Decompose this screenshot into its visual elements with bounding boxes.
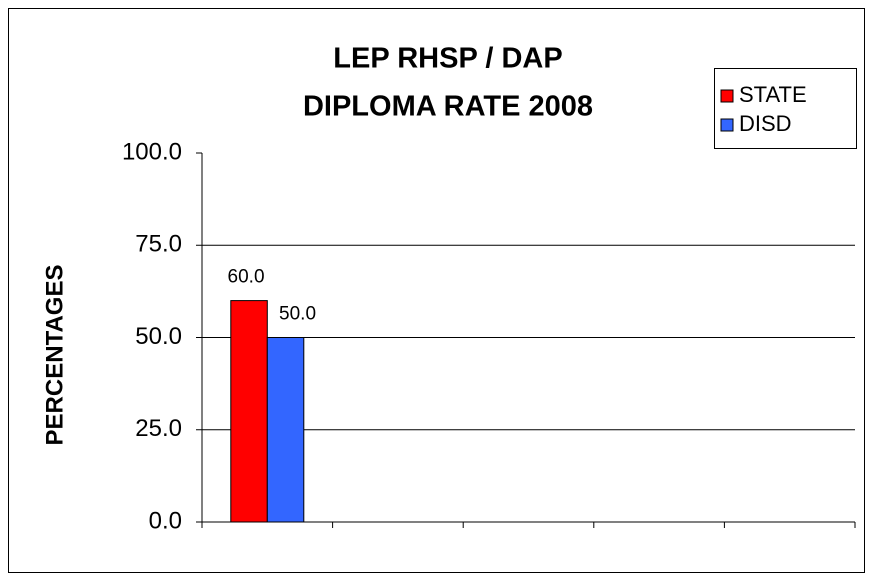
chart-title: LEP RHSP / DAP: [333, 43, 562, 75]
chart-title: DIPLOMA RATE 2008: [303, 91, 593, 123]
bar: [266, 337, 305, 523]
data-label: 60.0: [228, 267, 265, 288]
y-tick-label: 0.0: [149, 507, 182, 534]
legend-box: [714, 68, 857, 149]
legend-label: STATE: [739, 82, 807, 107]
legend-label: DISD: [739, 111, 792, 136]
legend-swatch: [720, 118, 734, 132]
y-tick-label: 75.0: [135, 231, 182, 258]
y-tick-label: 50.0: [135, 323, 182, 350]
y-tick-label: 100.0: [122, 138, 182, 165]
legend-swatch: [720, 89, 734, 103]
y-tick-label: 25.0: [135, 415, 182, 442]
data-label: 50.0: [279, 304, 316, 325]
bar: [230, 300, 268, 523]
y-axis-label: PERCENTAGES: [41, 265, 68, 446]
